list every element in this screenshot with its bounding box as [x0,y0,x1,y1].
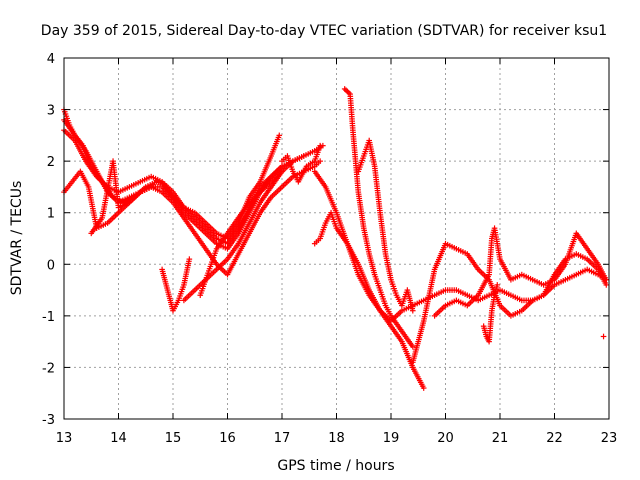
x-tick-label: 20 [437,431,454,446]
x-tick-label: 16 [219,431,236,446]
x-tick-label: 15 [165,431,182,446]
x-tick-label: 14 [110,431,127,446]
series-track-11 [311,168,610,324]
data-point [279,168,285,175]
y-tick-label: 1 [47,207,55,222]
y-tick-label: -3 [42,413,55,428]
x-tick-label: 21 [492,431,509,446]
data-point [317,158,323,164]
data-point [603,276,610,283]
y-tick-label: 2 [47,155,55,170]
x-axis-label: GPS time / hours [277,458,394,474]
y-axis-label: SDTVAR / TECUs [9,181,25,296]
data-point [148,184,154,190]
y-tick-label: 4 [47,52,55,67]
series-track-13 [355,137,416,314]
data-point [494,282,501,288]
data-point [317,142,323,149]
series-track-5 [88,158,154,237]
y-tick-label: 0 [47,258,55,273]
series-track-16 [480,282,607,345]
series-track-6 [159,256,193,314]
x-tick-label: 19 [383,431,400,446]
x-tick-label: 22 [546,431,563,446]
y-tick-label: -1 [42,310,55,325]
x-tick-label: 23 [601,431,618,446]
data-points-layer [61,86,610,391]
x-tick-label: 13 [56,431,73,446]
series-track-12 [341,86,416,350]
series-track-3 [61,158,323,278]
data-point [186,256,193,262]
data-point [420,385,427,391]
series-track-9 [279,142,323,185]
data-point [600,333,607,340]
series-track-8 [197,163,285,299]
data-point [301,153,307,159]
y-tick-label: -2 [42,361,55,376]
y-tick-label: 3 [47,104,55,119]
series-track-14 [410,240,610,366]
chart-title: Day 359 of 2015, Sidereal Day-to-day VTE… [41,23,607,39]
data-point [603,282,610,288]
data-point [276,132,283,139]
data-point [279,163,285,170]
x-tick-label: 18 [328,431,345,446]
series-track-15 [431,225,610,319]
grid-layer [64,58,609,419]
data-point [410,307,416,314]
x-tick-label: 17 [274,431,291,446]
data-point [410,344,416,350]
